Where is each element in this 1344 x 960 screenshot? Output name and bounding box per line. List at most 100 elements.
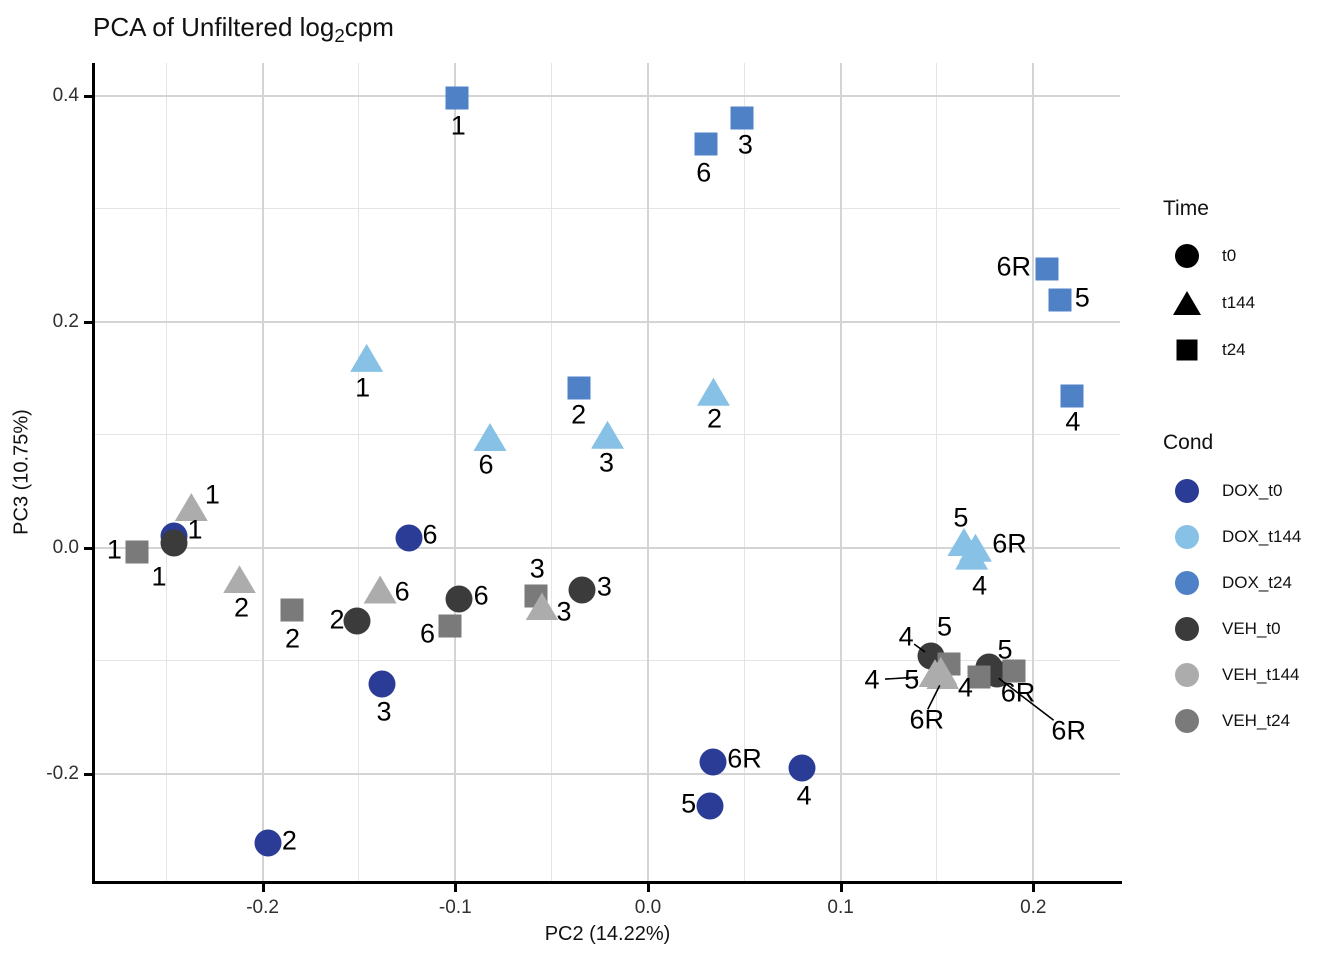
legend-cond-label-DOX_t0: DOX_t0 (1222, 481, 1283, 500)
legend-cond-label-VEH_t24: VEH_t24 (1222, 711, 1291, 730)
point-label-VEH_t0-5: 5 (997, 634, 1013, 665)
y-major-gridline (95, 320, 1120, 323)
legend-time-label-t24: t24 (1222, 340, 1246, 359)
point-label-DOX_t0-4: 4 (796, 780, 812, 811)
x-major-gridline (839, 63, 842, 881)
point-label-VEH_t144-2: 2 (233, 592, 250, 623)
plot-title-prefix: PCA of Unfiltered log (93, 12, 335, 42)
y-tick-mark (84, 546, 92, 550)
legend-time-swatch-t24 (1176, 339, 1198, 361)
x-tick-mark (261, 884, 265, 892)
y-major-gridline (95, 546, 1120, 549)
y-major-gridline (95, 94, 1120, 97)
point-label-VEH_t144-6R: 6R (909, 704, 944, 735)
point-label-DOX_t24-6: 6 (696, 157, 712, 188)
data-point-VEH_t24-6 (438, 614, 461, 638)
y-minor-gridline (95, 660, 1120, 662)
x-minor-gridline (358, 63, 360, 881)
data-point-DOX_t24-4 (1060, 384, 1084, 408)
x-tick-mark (646, 884, 650, 892)
legend-cond-label-DOX_t144: DOX_t144 (1222, 527, 1302, 546)
x-major-gridline (646, 63, 649, 881)
x-tick-label: 0.0 (634, 897, 662, 918)
y-tick-mark (84, 772, 92, 776)
data-point-VEH_t24-6R (1002, 659, 1026, 683)
x-tick-label: -0.2 (246, 897, 279, 918)
point-label-VEH_t144-3: 3 (556, 596, 572, 627)
point-label-VEH_t0-6R: 6R (1051, 715, 1086, 746)
point-label-DOX_t144-2: 2 (706, 403, 722, 434)
point-label-VEH_t144-5: 5 (904, 664, 920, 695)
point-label-VEH_t24-4: 4 (957, 672, 973, 702)
legend-time-swatch-t0 (1175, 244, 1199, 268)
x-tick-label: -0.1 (438, 897, 472, 918)
point-label-DOX_t24-5: 5 (1074, 282, 1090, 313)
legend-cond-title: Cond (1163, 431, 1214, 454)
data-point-VEH_t0-1 (160, 529, 188, 557)
point-label-DOX_t0-5: 5 (681, 788, 697, 819)
point-label-VEH_t0-2: 2 (329, 604, 345, 635)
point-label-DOX_t144-3: 3 (598, 447, 615, 478)
data-point-VEH_t0-2 (343, 607, 371, 635)
data-point-VEH_t24-4 (967, 665, 991, 688)
point-label-VEH_t144-4: 4 (864, 664, 880, 695)
point-label-DOX_t144-6: 6 (478, 449, 494, 480)
data-point-VEH_t24-1 (125, 540, 149, 564)
legend-time-swatch-t144 (1173, 291, 1201, 315)
legend-cond-swatch-VEH_t144 (1175, 663, 1199, 687)
x-tick-label: 0.1 (827, 897, 854, 918)
data-point-DOX_t0-6R (699, 748, 727, 776)
data-point-DOX_t0-3 (368, 670, 396, 698)
legend-cond-swatch-DOX_t144 (1175, 525, 1199, 549)
plot-title-suffix: cpm (344, 12, 394, 42)
legend-time-label-t0: t0 (1222, 246, 1237, 265)
data-point-VEH_t24-2 (280, 598, 304, 622)
x-major-gridline (1032, 63, 1035, 881)
point-label-VEH_t144-6: 6 (394, 576, 410, 606)
data-point-DOX_t24-1 (445, 86, 469, 110)
data-point-VEH_t0-6 (445, 585, 473, 613)
x-minor-gridline (551, 63, 553, 881)
legend-cond-label-VEH_t144: VEH_t144 (1222, 665, 1300, 684)
x-tick-mark (839, 884, 843, 892)
x-tick-mark (1032, 884, 1036, 892)
point-label-VEH_t24-6R: 6R (1000, 677, 1036, 708)
data-point-DOX_t24-2 (567, 376, 591, 400)
point-label-VEH_t24-2: 2 (285, 623, 301, 654)
legend-cond-swatch-DOX_t0 (1175, 479, 1199, 503)
data-point-DOX_t144-6 (473, 422, 507, 451)
data-point-DOX_t144-1 (350, 343, 384, 372)
point-label-DOX_t144-1: 1 (355, 372, 371, 403)
point-label-VEH_t0-6: 6 (473, 580, 489, 611)
y-tick-label: 0.0 (52, 536, 79, 558)
point-label-DOX_t144-6R: 6R (992, 528, 1027, 559)
plot-title-subscript: 2 (334, 25, 345, 47)
point-label-VEH_t24-3: 3 (529, 553, 545, 584)
point-label-DOX_t24-6R: 6R (996, 251, 1032, 282)
point-label-VEH_t0-1: 1 (151, 561, 167, 592)
point-label-DOX_t24-3: 3 (737, 129, 753, 160)
legend-cond-label-DOX_t24: DOX_t24 (1222, 573, 1292, 592)
x-axis-line (92, 881, 1122, 884)
data-point-DOX_t144-2 (696, 377, 730, 406)
y-tick-mark (84, 94, 92, 98)
point-label-DOX_t0-1: 1 (187, 514, 203, 545)
point-label-VEH_t0-3: 3 (596, 571, 612, 601)
data-point-VEH_t0-3 (568, 576, 596, 603)
point-label-DOX_t144-5: 5 (953, 502, 969, 533)
point-label-VEH_t24-6: 6 (419, 618, 436, 649)
point-label-VEH_t144-1: 1 (204, 479, 220, 510)
point-label-VEH_t24-1: 1 (106, 534, 122, 565)
y-tick-mark (84, 320, 92, 324)
legend-cond-swatch-VEH_t24 (1175, 709, 1199, 733)
point-label-DOX_t144-4: 4 (972, 570, 988, 601)
legend-cond-swatch-DOX_t24 (1175, 571, 1199, 595)
x-minor-gridline (743, 63, 745, 881)
point-label-DOX_t0-6R: 6R (727, 743, 762, 774)
point-label-DOX_t0-6: 6 (422, 519, 438, 550)
x-tick-mark (454, 884, 458, 892)
y-tick-label: 0.4 (52, 84, 79, 106)
data-point-DOX_t24-6 (694, 132, 718, 156)
x-minor-gridline (165, 63, 167, 881)
